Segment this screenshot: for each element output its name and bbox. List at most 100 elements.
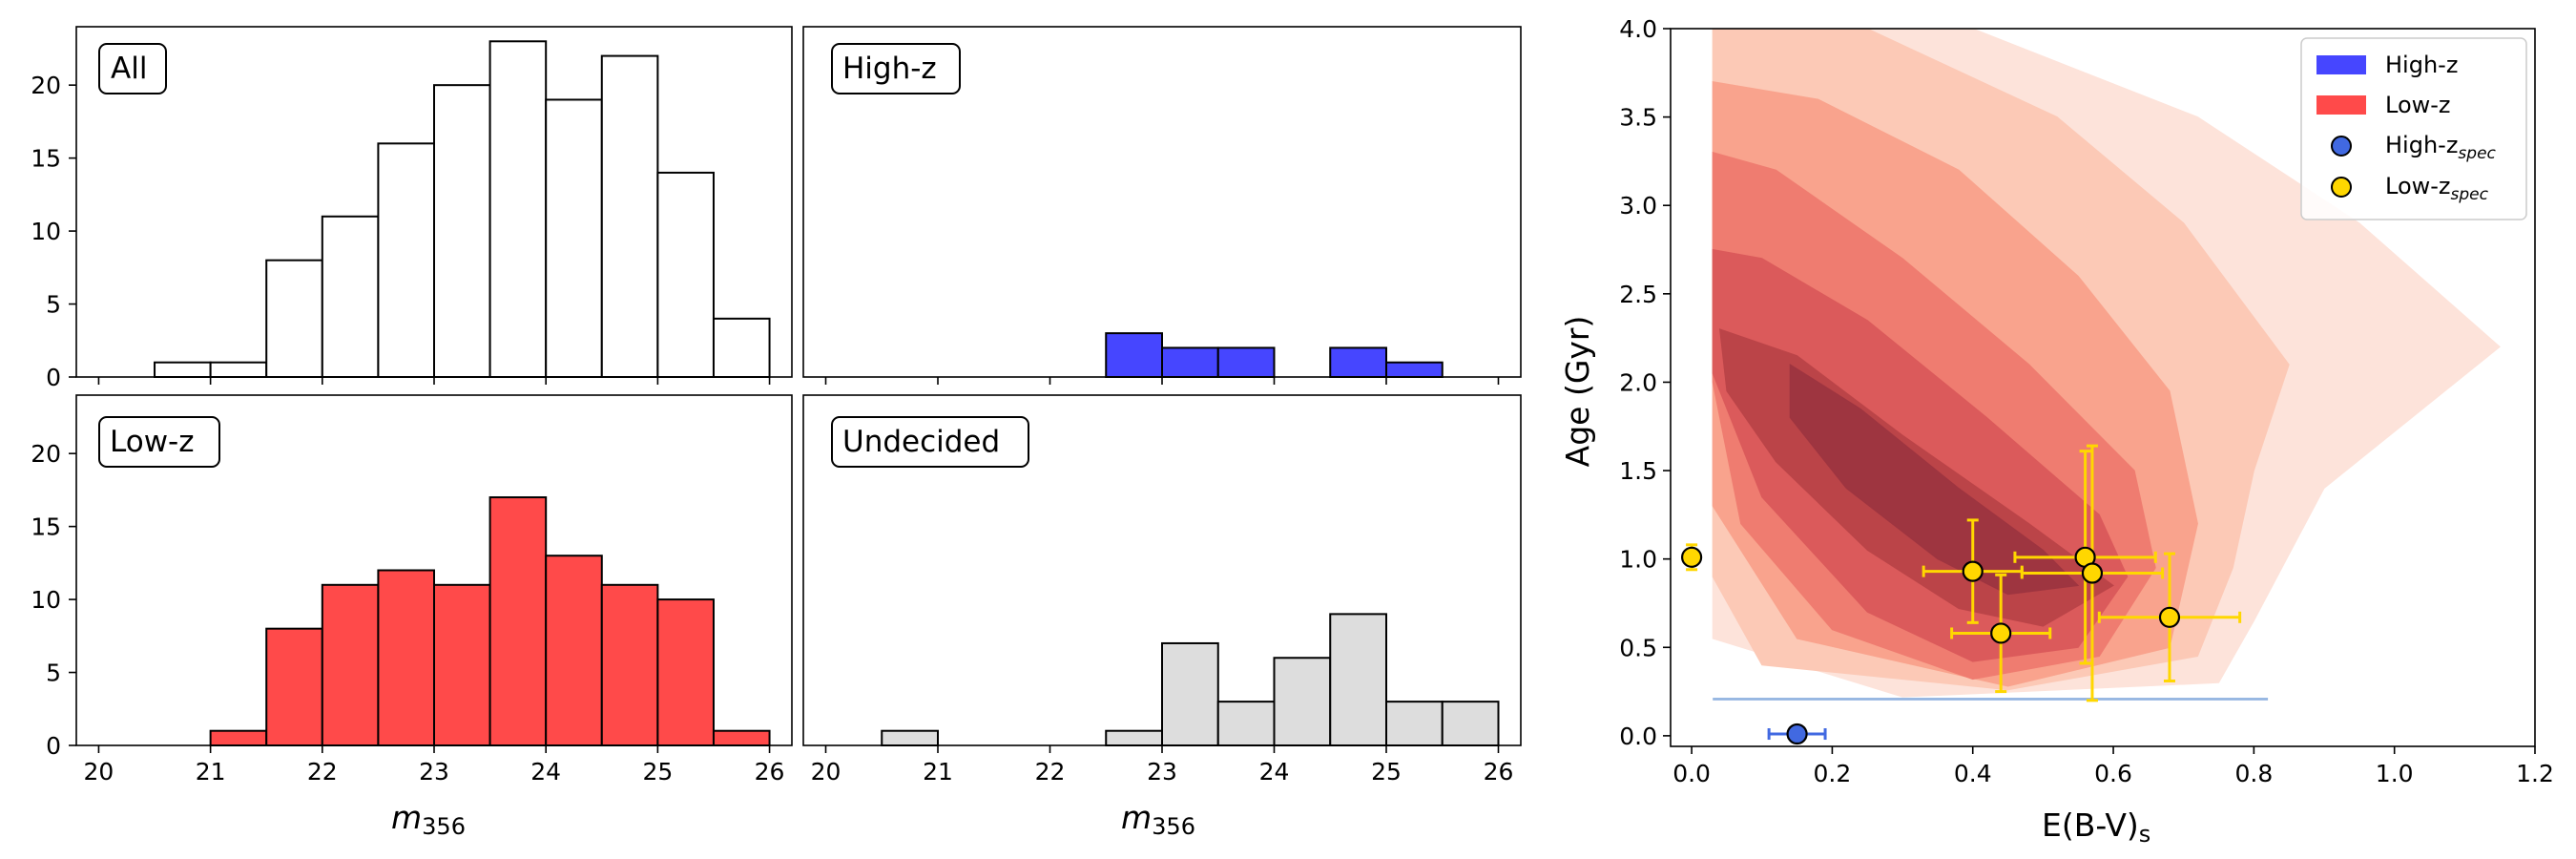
x-ticks-all (97, 377, 771, 385)
hist-bar (377, 142, 435, 378)
panel-low-z-label: Low-z (110, 425, 195, 459)
x-axis-label-scatter: E(B-V)s (2042, 807, 2150, 848)
hist-bar (600, 583, 659, 747)
panel-undecided: 20 21 22 23 24 25 26 Undecided m356 (802, 394, 1522, 840)
x-tick-label: 0.8 (2234, 760, 2273, 787)
hist-bar (881, 729, 939, 746)
y-tick-label: 20 (31, 72, 61, 99)
y-tick-label: 3.5 (1619, 104, 1657, 132)
y-tick-label: 10 (31, 586, 61, 614)
panel-high-z-frame (802, 26, 1522, 378)
y-tick-label: 0 (46, 364, 61, 391)
hist-bar (545, 555, 603, 746)
hist-bar (1329, 346, 1387, 378)
data-point (2081, 562, 2104, 584)
hist-bar (1161, 346, 1219, 378)
data-point (1990, 622, 2012, 644)
panel-low-z-label-box (98, 416, 220, 468)
y-tick-label: 15 (31, 513, 61, 541)
legend-high-z-spec-label: High-zspec (2385, 132, 2497, 163)
bars-all (154, 40, 771, 379)
hist-bar (1216, 346, 1276, 378)
panel-high-z-label-box (831, 43, 961, 94)
hist-bar (1385, 361, 1444, 379)
x-tick-label: 26 (755, 758, 785, 786)
legend-low-z-spec-label: Low-zspec (2385, 173, 2489, 204)
hist-bar (321, 583, 380, 747)
panel-high-z: High-z (802, 26, 1522, 385)
x-tick-label: 0.2 (1814, 760, 1852, 787)
hist-bar (488, 40, 548, 379)
hist-bar (1385, 701, 1444, 746)
hist-bar (488, 496, 548, 747)
legend-low-z-spec-marker (2331, 177, 2352, 198)
panel-all: 0 5 10 15 20 All (31, 26, 793, 391)
x-tick-label: 20 (84, 758, 114, 786)
x-tick-label: 0.4 (1954, 760, 1992, 787)
legend-low-z-swatch (2316, 95, 2366, 115)
x-ticks-undecided: 20 21 22 23 24 25 26 (811, 745, 1514, 786)
panel-low-z-frame (75, 394, 793, 746)
hist-bar (1216, 701, 1276, 746)
hist-bar (377, 569, 435, 746)
bars-low-z (209, 496, 771, 747)
panel-all-frame (75, 26, 793, 378)
hist-bar (154, 361, 212, 379)
x-tick-label: 0.0 (1672, 760, 1711, 787)
legend-frame (2300, 37, 2527, 220)
y-tick-label: 5 (46, 291, 61, 319)
y-tick-label: 0.5 (1619, 634, 1657, 661)
hist-bar (1105, 332, 1163, 378)
x-tick-label: 26 (1484, 758, 1514, 786)
panel-scatter-frame (1670, 28, 2536, 747)
panel-undecided-label: Undecided (842, 425, 1000, 459)
x-tick-label: 1.0 (2376, 760, 2414, 787)
y-ticks-scatter: 0.0 0.5 1.0 1.5 2.0 2.5 3.0 3.5 4.0 (1619, 15, 1671, 750)
x-ticks-high-z (824, 377, 1500, 385)
y-tick-label: 4.0 (1619, 15, 1657, 43)
panel-undecided-label-box (831, 416, 1029, 468)
hist-bar (545, 98, 603, 378)
high-z-probability-band (1713, 698, 2269, 701)
bars-high-z (1105, 332, 1444, 379)
x-ticks-low-z: 20 21 22 23 24 25 26 (84, 745, 785, 786)
data-points (1680, 546, 2181, 745)
data-point (1786, 723, 1808, 745)
hist-bar (1329, 613, 1387, 746)
x-tick-label: 24 (1259, 758, 1290, 786)
x-tick-label: 22 (307, 758, 338, 786)
y-tick-label: 1.0 (1619, 546, 1657, 574)
panel-all-label: All (111, 52, 147, 86)
hist-bar (600, 54, 659, 378)
x-axis-label-undecided: m356 (1121, 799, 1195, 840)
x-tick-label: 20 (811, 758, 841, 786)
x-tick-label: 23 (1147, 758, 1177, 786)
x-tick-label: 21 (196, 758, 226, 786)
panel-high-z-label: High-z (842, 52, 937, 86)
panel-low-z: 0 5 10 15 20 20 21 22 23 24 25 26 Low-z m356 (31, 394, 793, 840)
x-tick-label: 24 (530, 758, 561, 786)
y-tick-label: 3.0 (1619, 192, 1657, 220)
x-tick-label: 1.2 (2516, 760, 2554, 787)
legend: High-z Low-z High-zspec Low-zspec (2300, 37, 2527, 220)
x-tick-label: 22 (1035, 758, 1066, 786)
y-tick-label: 0.0 (1619, 723, 1657, 750)
hist-bar (712, 729, 771, 746)
contour-level (1789, 364, 2080, 596)
y-tick-label: 0 (46, 732, 61, 760)
data-point (1962, 560, 1984, 582)
y-tick-label: 15 (31, 145, 61, 173)
hist-bar (265, 627, 323, 747)
x-tick-label: 25 (1371, 758, 1402, 786)
y-tick-label: 10 (31, 218, 61, 245)
legend-high-z-label: High-z (2385, 52, 2458, 78)
hist-bar (1273, 657, 1332, 746)
hist-bar (1441, 701, 1500, 746)
y-tick-label: 2.0 (1619, 368, 1657, 396)
legend-high-z-swatch (2316, 55, 2366, 74)
hist-bar (1161, 641, 1219, 746)
y-tick-label: 5 (46, 660, 61, 687)
y-tick-label: 1.5 (1619, 457, 1657, 485)
y-axis-label-scatter: Age (Gyr) (1559, 316, 1596, 468)
